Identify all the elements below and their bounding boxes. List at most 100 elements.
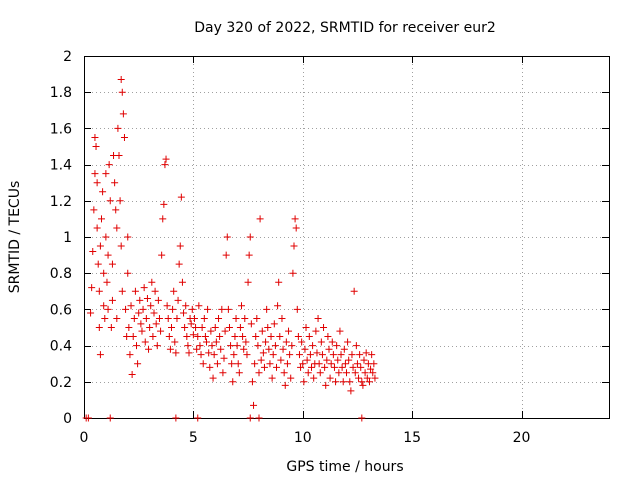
data-point: [166, 345, 174, 353]
data-point: [176, 242, 184, 250]
data-point: [161, 161, 169, 169]
data-point: [209, 374, 217, 382]
data-point: [102, 233, 110, 241]
data-point: [196, 342, 204, 350]
y-tick-labels: 0 0.2 0.4 0.6 0.8 1 1.2 1.4 1.6 1.8 2: [50, 49, 72, 427]
data-point: [276, 333, 284, 341]
data-point: [119, 110, 127, 118]
data-point: [142, 314, 150, 322]
data-point: [212, 338, 220, 346]
data-point: [293, 305, 301, 313]
data-point: [313, 349, 321, 357]
x-tick-label: 15: [403, 430, 421, 446]
data-point: [146, 324, 154, 331]
y-tick-label: 1.6: [50, 121, 72, 137]
data-point: [295, 351, 303, 359]
data-point: [106, 197, 114, 205]
data-point: [99, 188, 107, 196]
data-point: [367, 365, 375, 373]
data-point: [227, 342, 235, 350]
data-point: [358, 378, 366, 386]
data-point: [273, 363, 280, 371]
data-point: [246, 233, 254, 241]
data-point: [128, 371, 136, 379]
data-point: [87, 309, 95, 317]
x-tick-labels: 0 5 10 15 20: [80, 430, 531, 446]
data-point: [257, 356, 265, 364]
data-point: [314, 314, 322, 322]
data-point: [184, 342, 192, 350]
data-point: [145, 345, 153, 353]
data-point: [242, 338, 250, 346]
data-point: [129, 333, 137, 341]
y-tick-label: 1.4: [50, 158, 72, 174]
data-point: [217, 345, 225, 353]
data-point: [113, 314, 121, 322]
data-point: [192, 324, 200, 331]
data-point: [235, 369, 243, 377]
data-point: [339, 378, 347, 386]
data-point: [289, 269, 297, 277]
data-point: [246, 414, 254, 422]
data-point: [153, 342, 161, 350]
data-point: [215, 314, 223, 322]
data-point: [268, 374, 276, 382]
data-point: [371, 374, 379, 382]
data-point: [328, 338, 336, 346]
data-point: [122, 305, 130, 313]
data-point: [206, 363, 214, 371]
data-point: [370, 360, 378, 368]
data-point: [241, 314, 249, 322]
data-point: [231, 333, 239, 341]
data-point: [304, 369, 312, 377]
data-point: [234, 360, 242, 368]
data-point: [155, 314, 163, 322]
data-point: [94, 260, 102, 268]
data-point: [98, 215, 105, 223]
data-point: [225, 324, 233, 331]
data-point: [133, 342, 140, 350]
data-point: [151, 287, 159, 295]
data-point: [165, 333, 173, 341]
data-point: [141, 338, 149, 346]
data-point: [355, 374, 363, 382]
data-point: [238, 302, 245, 310]
data-point: [240, 345, 248, 353]
data-point: [298, 338, 306, 346]
tick-marks: [84, 56, 609, 419]
data-point: [247, 320, 255, 328]
data-point: [137, 320, 145, 328]
data-point: [301, 345, 309, 353]
data-point: [197, 351, 205, 359]
data-point: [188, 305, 196, 313]
data-point: [108, 260, 116, 268]
data-point: [223, 233, 231, 241]
chart-title: Day 320 of 2022, SRMTID for receiver eur…: [194, 20, 496, 36]
data-point: [195, 302, 203, 310]
data-point: [115, 152, 123, 160]
data-point: [335, 369, 343, 377]
data-point: [230, 351, 238, 359]
grid: [84, 56, 609, 418]
data-point: [148, 278, 156, 286]
data-point: [172, 349, 180, 357]
data-point: [138, 327, 146, 335]
data-point: [107, 324, 115, 331]
data-point: [362, 349, 370, 357]
y-axis-label: SRMTID / TECUs: [7, 181, 23, 294]
y-tick-label: 0: [63, 411, 72, 427]
data-point: [187, 320, 195, 328]
data-point: [363, 374, 371, 382]
data-point: [349, 363, 357, 371]
data-point: [147, 302, 155, 310]
data-point: [233, 342, 241, 350]
data-point: [302, 324, 310, 331]
data-point: [369, 369, 377, 377]
data-point: [279, 345, 287, 353]
data-point: [326, 374, 334, 382]
y-tick-label: 0.8: [50, 266, 72, 282]
x-axis-label: GPS time / hours: [286, 459, 403, 475]
data-point: [361, 369, 369, 377]
data-point: [309, 342, 317, 350]
data-point: [299, 360, 307, 368]
